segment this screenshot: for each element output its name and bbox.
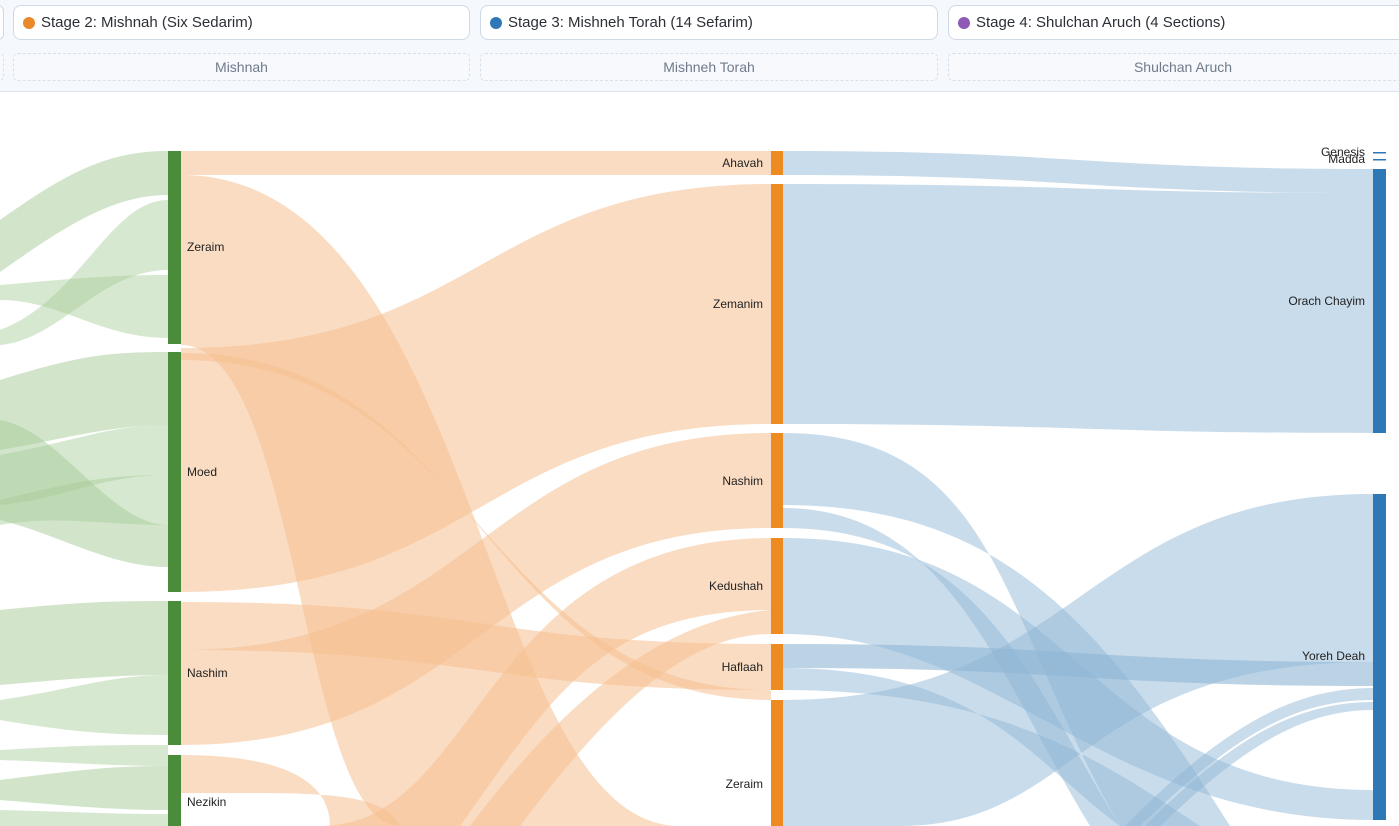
flow-nashim-down[interactable] [783,433,1230,826]
flow-haflaah-yoreh-deah[interactable] [783,644,1373,686]
flow-in-moed-1[interactable] [0,352,168,450]
node-genesis[interactable] [1373,152,1386,154]
flow-in-zeraim-1[interactable] [0,151,168,272]
node-mt-zeraim[interactable] [771,700,783,826]
stage-pill-partial[interactable] [0,5,4,40]
flow-upward-yoreh-deah[interactable] [1125,688,1373,826]
label-moed: Moed [187,465,217,479]
stage-2-label: Stage 2: Mishnah (Six Sedarim) [41,14,253,31]
flow-ahavah-orach-chayim[interactable] [783,151,1373,193]
node-kedushah[interactable] [771,538,783,634]
flow-in-nashim-3[interactable] [0,745,168,766]
label-genesis: Genesis [1321,145,1365,159]
label-kedushah: Kedushah [709,579,763,593]
label-orach-chayim: Orach Chayim [1288,294,1365,308]
stage-4-label: Stage 4: Shulchan Aruch (4 Sections) [976,14,1226,31]
mishnah-incoming-flows [0,151,168,826]
label-nezikin: Nezikin [187,795,226,809]
blue-dot-icon [490,16,502,29]
node-madda[interactable] [1373,159,1386,161]
mishneh-nodes [771,151,783,826]
column-header-shulchan-aruch: Shulchan Aruch [948,53,1399,81]
mishnah-nodes [168,151,181,826]
stage-2-pill[interactable]: Stage 2: Mishnah (Six Sedarim) [13,5,470,40]
stage-3-label: Stage 3: Mishneh Torah (14 Sefarim) [508,14,753,31]
flow-zeraim-ahavah[interactable] [181,151,771,175]
node-labels: Zeraim Moed Nashim Nezikin Ahavah Zemani… [187,145,1365,809]
flow-nashim-down-2[interactable] [783,508,1120,826]
node-yoreh-deah[interactable] [1373,494,1386,820]
column-header-mishneh-torah: Mishneh Torah [480,53,938,81]
purple-dot-icon [958,16,970,29]
flow-in-moed-4[interactable] [0,420,168,567]
node-zeraim[interactable] [168,151,181,344]
node-moed[interactable] [168,352,181,592]
flow-nezikin-down[interactable] [181,755,400,826]
label-madda: Madda [1328,152,1365,166]
shulchan-nodes [1373,152,1386,820]
flow-kedushah-yoreh-deah[interactable] [783,538,1373,820]
label-yoreh-deah: Yoreh Deah [1302,649,1365,663]
node-nashim[interactable] [168,601,181,745]
column-header-partial [0,53,4,81]
sankey-diagram: Zeraim Moed Nashim Nezikin Ahavah Zemani… [0,145,1386,826]
node-nezikin[interactable] [168,755,181,826]
flow-nezikin-kedushah[interactable] [320,538,771,826]
stage-4-pill[interactable]: Stage 4: Shulchan Aruch (4 Sections) [948,5,1399,40]
label-ahavah: Ahavah [722,156,763,170]
flow-in-nashim-1[interactable] [0,601,168,685]
flow-in-nashim-2[interactable] [0,675,168,735]
column-header-mishnah: Mishnah [13,53,470,81]
node-haflaah[interactable] [771,644,783,690]
stage-3-pill[interactable]: Stage 3: Mishneh Torah (14 Sefarim) [480,5,938,40]
flow-in-nezikin-1[interactable] [0,766,168,810]
flow-nashim-nashim[interactable] [181,433,771,745]
label-haflaah: Haflaah [722,660,763,674]
flow-zemanim-orach-chayim[interactable] [783,184,1373,433]
mishnah-to-mishneh-flows [181,151,771,826]
flow-upward-yoreh-deah-2[interactable] [1145,702,1373,826]
node-mt-nashim[interactable] [771,433,783,528]
node-orach-chayim[interactable] [1373,169,1386,433]
flow-haflaah-down[interactable] [783,668,1200,826]
node-zemanim[interactable] [771,184,783,424]
stage-header: Stage 2: Mishnah (Six Sedarim) Stage 3: … [0,0,1399,92]
flow-nashim-haflaah[interactable] [181,602,771,690]
label-zeraim: Zeraim [187,240,224,254]
flow-in-zeraim-2[interactable] [0,275,168,338]
flow-in-zeraim-3[interactable] [0,200,168,345]
mishneh-to-shulchan-flows [783,151,1373,826]
flow-nezikin-kedushah-2[interactable] [470,610,771,826]
orange-dot-icon [23,16,35,29]
label-mt-zeraim: Zeraim [726,777,763,791]
label-nashim: Nashim [187,666,228,680]
flow-moed-zemanim[interactable] [181,184,771,592]
node-ahavah[interactable] [771,151,783,175]
label-zemanim: Zemanim [713,297,763,311]
flow-zeraim-yoreh-deah[interactable] [783,494,1373,826]
flow-in-nezikin-2[interactable] [0,810,168,826]
label-mt-nashim: Nashim [722,474,763,488]
